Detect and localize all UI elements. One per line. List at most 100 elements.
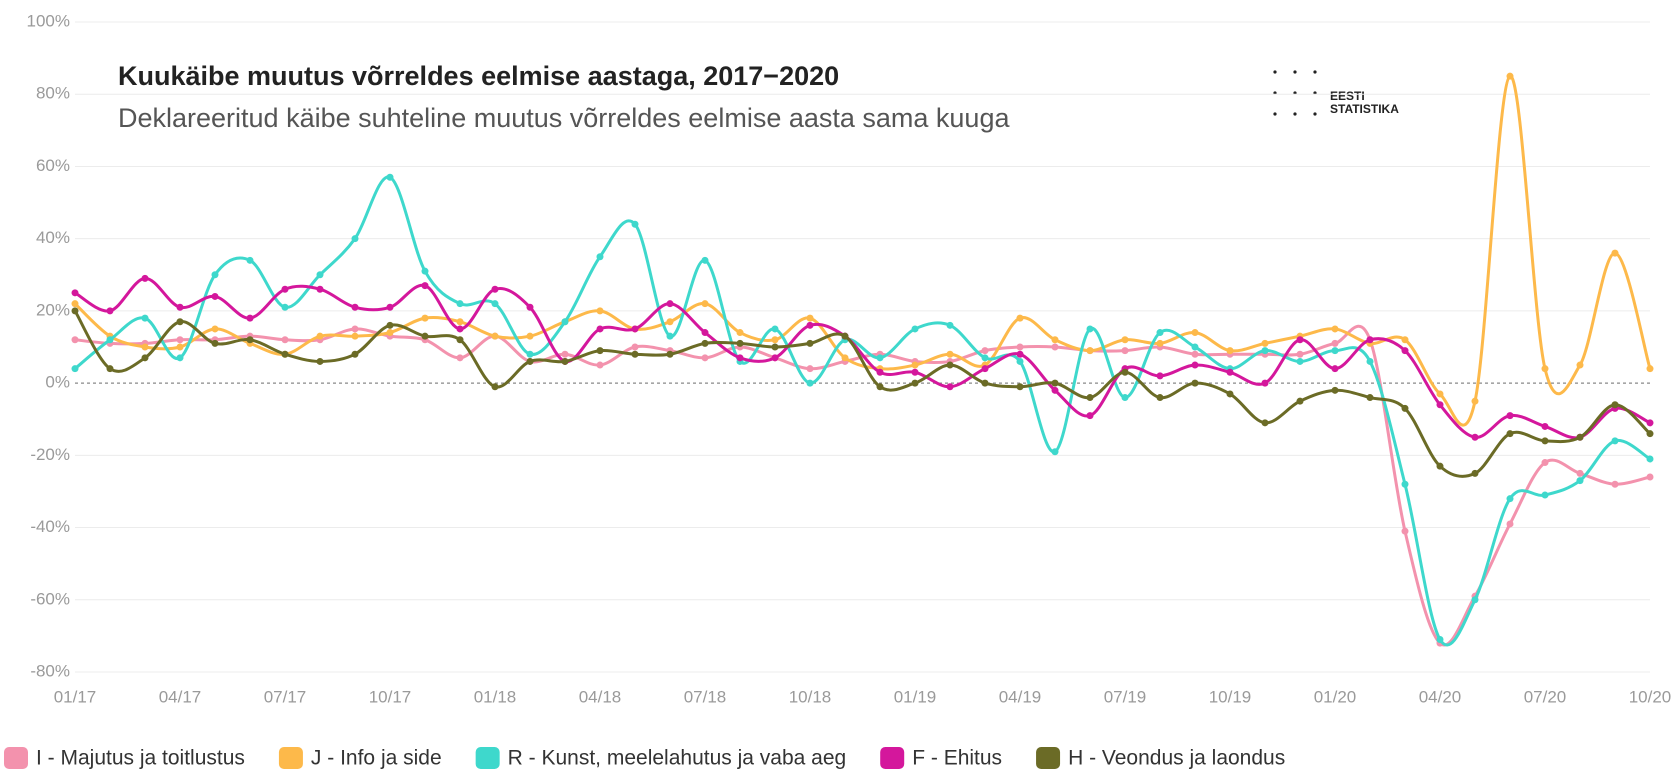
- data-point: [1121, 336, 1129, 344]
- data-point: [1436, 390, 1444, 398]
- data-point: [631, 325, 639, 333]
- data-point: [456, 325, 464, 333]
- data-point: [71, 307, 79, 315]
- data-point: [1506, 72, 1514, 80]
- data-point: [666, 350, 674, 358]
- data-point: [281, 285, 289, 293]
- data-point: [386, 329, 394, 337]
- chart-subtitle: Deklareeritud käibe suhteline muutus võr…: [118, 103, 1010, 133]
- data-point: [946, 350, 954, 358]
- data-point: [1121, 394, 1129, 402]
- x-tick-label: 04/17: [159, 687, 202, 706]
- x-tick-label: 01/18: [474, 687, 517, 706]
- data-point: [561, 318, 569, 326]
- data-point: [1191, 343, 1199, 351]
- x-tick-label: 04/18: [579, 687, 622, 706]
- data-point: [526, 357, 534, 365]
- y-tick-label: 100%: [27, 11, 70, 30]
- data-point: [771, 336, 779, 344]
- data-point: [596, 253, 604, 261]
- series-line: [74, 175, 1651, 647]
- data-point: [1611, 401, 1619, 409]
- series: [71, 307, 1654, 478]
- data-point: [561, 357, 569, 365]
- data-point: [1296, 336, 1304, 344]
- data-point: [1401, 527, 1409, 535]
- data-point: [631, 220, 639, 228]
- data-point: [701, 354, 709, 362]
- y-tick-label: -80%: [30, 661, 70, 680]
- series-line: [74, 276, 1651, 440]
- y-tick-label: 0%: [45, 373, 70, 392]
- data-point: [981, 379, 989, 387]
- data-point: [1366, 336, 1374, 344]
- data-point: [876, 383, 884, 391]
- data-point: [981, 365, 989, 373]
- data-point: [246, 314, 254, 322]
- data-point: [806, 379, 814, 387]
- data-point: [1331, 386, 1339, 394]
- data-point: [1296, 397, 1304, 405]
- data-point: [526, 303, 534, 311]
- data-point: [631, 350, 639, 358]
- data-point: [806, 365, 814, 373]
- x-tick-label: 07/17: [264, 687, 307, 706]
- data-point: [1156, 339, 1164, 347]
- data-point: [421, 267, 429, 275]
- data-point: [316, 271, 324, 279]
- data-point: [1086, 412, 1094, 420]
- data-point: [1191, 350, 1199, 358]
- data-point: [1646, 473, 1654, 481]
- legend-swatch: [4, 747, 28, 769]
- data-point: [141, 354, 149, 362]
- data-point: [281, 303, 289, 311]
- data-point: [71, 336, 79, 344]
- data-point: [141, 343, 149, 351]
- data-point: [806, 339, 814, 347]
- data-point: [71, 289, 79, 297]
- x-tick-label: 01/17: [54, 687, 97, 706]
- legend-label: J - Info ja side: [311, 747, 442, 770]
- data-point: [1331, 347, 1339, 355]
- legend-label: R - Kunst, meelelahutus ja vaba aeg: [508, 747, 847, 770]
- data-point: [806, 314, 814, 322]
- data-point: [1191, 379, 1199, 387]
- legend-label: I - Majutus ja toitlustus: [36, 747, 245, 770]
- data-point: [1646, 365, 1654, 373]
- data-point: [1156, 394, 1164, 402]
- data-point: [386, 173, 394, 181]
- data-point: [1576, 433, 1584, 441]
- data-point: [1226, 390, 1234, 398]
- data-point: [596, 347, 604, 355]
- data-point: [281, 336, 289, 344]
- y-tick-label: -20%: [30, 445, 70, 464]
- data-point: [421, 314, 429, 322]
- data-point: [1296, 357, 1304, 365]
- data-point: [246, 256, 254, 264]
- data-point: [666, 318, 674, 326]
- series-line: [73, 310, 1652, 478]
- data-point: [806, 321, 814, 329]
- data-point: [946, 383, 954, 391]
- data-point: [1471, 596, 1479, 604]
- data-point: [1051, 448, 1059, 456]
- data-point: [1191, 329, 1199, 337]
- data-point: [1541, 437, 1549, 445]
- data-point: [911, 368, 919, 376]
- data-point: [1051, 343, 1059, 351]
- data-point: [176, 343, 184, 351]
- data-point: [1226, 368, 1234, 376]
- data-point: [1541, 422, 1549, 430]
- y-tick-label: 60%: [36, 156, 70, 175]
- data-point: [246, 336, 254, 344]
- data-point: [946, 321, 954, 329]
- data-point: [876, 354, 884, 362]
- data-point: [1016, 357, 1024, 365]
- data-point: [946, 361, 954, 369]
- data-point: [351, 303, 359, 311]
- data-point: [351, 332, 359, 340]
- data-point: [736, 329, 744, 337]
- data-point: [1471, 469, 1479, 477]
- data-point: [1086, 394, 1094, 402]
- legend-swatch: [1036, 747, 1061, 769]
